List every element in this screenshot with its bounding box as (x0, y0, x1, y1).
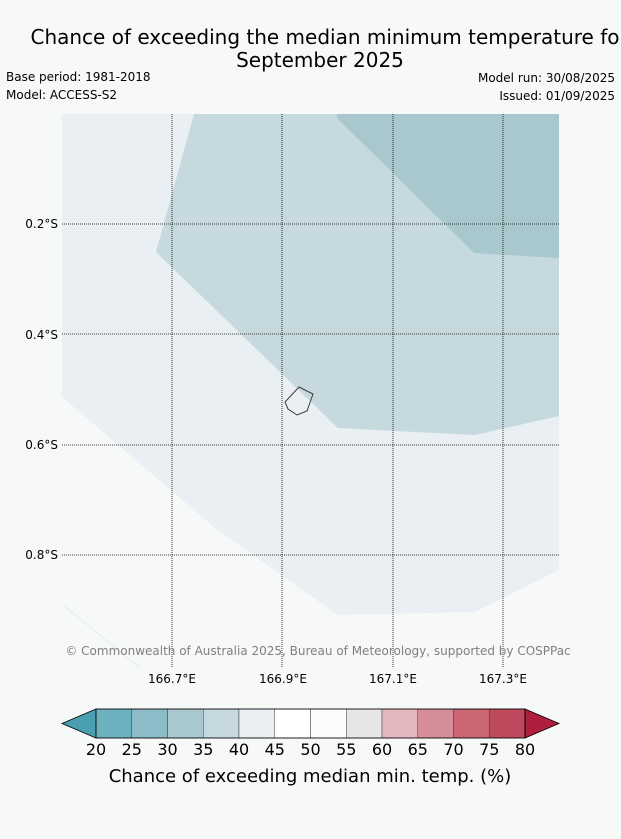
colorbar-tick-label: 20 (86, 740, 106, 759)
colorbar-tick-label: 60 (372, 740, 392, 759)
colorbar-bin (274, 708, 311, 739)
model-run-label: Model run: 30/08/2025 (477, 71, 615, 85)
model-label: Model: ACCESS-S2 (6, 88, 118, 102)
longitude-label: 166.9°E (259, 672, 307, 686)
colorbar-bin (310, 708, 347, 739)
colorbar-tick-label: 80 (515, 740, 535, 759)
colorbar-tick-label: 30 (157, 740, 177, 759)
colorbar-labels: 20 25 30 35 40 45 50 55 60 65 70 75 80 (86, 740, 535, 759)
colorbar-tick-label: 70 (443, 740, 463, 759)
colorbar-bin (95, 708, 132, 739)
colorbar-tick-label: 75 (479, 740, 499, 759)
colorbar-bin (453, 708, 490, 739)
island-outline (284, 386, 314, 416)
latitude-label: 0.6°S (25, 438, 58, 452)
colorbar-tick-label: 25 (122, 740, 142, 759)
probability-region-30-35 (337, 114, 559, 258)
colorbar-bin (381, 708, 418, 739)
issued-label: Issued: 01/09/2025 (499, 89, 615, 103)
colorbar-tick-label: 45 (265, 740, 285, 759)
graticule (62, 114, 559, 668)
colorbar-bin (417, 708, 454, 739)
colorbar-bin (346, 708, 383, 739)
latitude-label: 0.2°S (25, 217, 58, 231)
colorbar-tick-label: 55 (336, 740, 356, 759)
map-title-line-2: September 2025 (236, 48, 404, 72)
colorbar-extend-high (524, 708, 561, 739)
colorbar-outline (95, 708, 526, 739)
colorbar-bin (167, 708, 204, 739)
copyright-notice: © Commonwealth of Australia 2025, Bureau… (65, 644, 570, 658)
coastline-faint (62, 603, 141, 668)
colorbar-bin (489, 708, 526, 739)
colorbar-bin (238, 708, 275, 739)
colorbar-tick-label: 40 (229, 740, 249, 759)
map-title-line-1: Chance of exceeding the median minimum t… (30, 25, 620, 49)
colorbar-bin (131, 708, 168, 739)
colorbar-tick-label: 65 (408, 740, 428, 759)
latitude-label: 0.4°S (25, 328, 58, 342)
latitude-label: 0.8°S (25, 548, 58, 562)
map-area (62, 114, 559, 668)
colorbar-tick-label: 35 (193, 740, 213, 759)
colorbar-tick-label: 50 (300, 740, 320, 759)
longitude-label: 167.3°E (479, 672, 527, 686)
colorbar (60, 708, 561, 739)
colorbar-extend-low (60, 708, 97, 739)
longitude-label: 167.1°E (369, 672, 417, 686)
longitude-label: 166.7°E (148, 672, 196, 686)
base-period-label: Base period: 1981-2018 (6, 70, 151, 84)
colorbar-title: Chance of exceeding median min. temp. (%… (109, 766, 512, 787)
colorbar-bin (203, 708, 240, 739)
